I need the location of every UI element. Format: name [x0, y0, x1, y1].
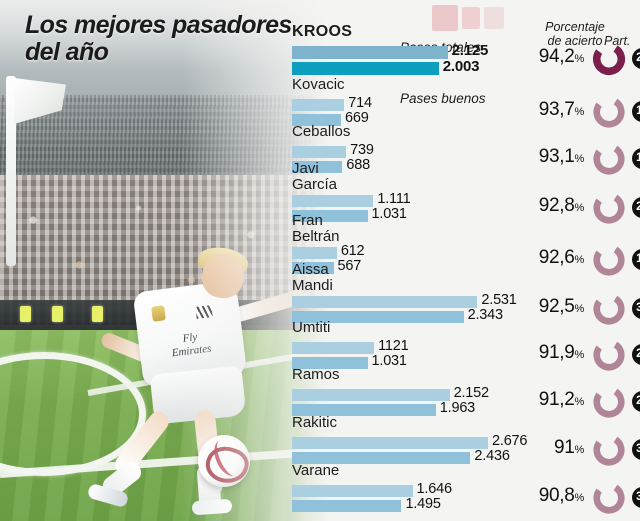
value-total-passes: 2.531	[481, 292, 517, 308]
accuracy-donut-icon	[592, 338, 626, 372]
value-total-passes: 2.125	[451, 42, 489, 59]
accuracy-value: 93,1%	[538, 146, 585, 167]
accuracy-donut-icon	[592, 142, 626, 176]
bar-good-passes	[292, 114, 341, 126]
player-name: Umtiti	[292, 319, 331, 336]
chart-panel: Pases totales Pases buenos Porcentaje de…	[286, 0, 640, 521]
participation-badge: 29	[632, 391, 640, 412]
bar-total-passes	[292, 296, 478, 308]
accuracy-donut-icon	[592, 95, 626, 129]
player-name: Ramos	[292, 366, 340, 383]
bar-good-passes	[292, 161, 343, 173]
player-name: Varane	[292, 462, 340, 479]
value-good-passes: 1.963	[439, 400, 476, 416]
value-good-passes: 688	[346, 157, 370, 173]
accuracy-donut-icon	[592, 481, 626, 515]
player-name: Fran Beltrán	[292, 212, 340, 245]
accuracy-value: 91%	[553, 437, 584, 458]
participation-badge: 26	[632, 48, 640, 69]
accuracy-value: 90,8%	[538, 485, 585, 506]
bar-good-passes	[292, 210, 368, 222]
column-header-participation: Part.	[604, 34, 631, 48]
bar-total-passes	[292, 437, 488, 449]
background-photo: FlyEmirates	[0, 0, 330, 521]
value-total-passes: 1.111	[377, 191, 411, 207]
value-total-passes: 2.152	[453, 385, 489, 401]
bar-good-passes	[292, 452, 471, 464]
bar-good-passes	[292, 311, 464, 323]
participation-badge: 17	[632, 101, 640, 122]
player-name: Rakitic	[292, 414, 338, 431]
accuracy-value: 92,6%	[538, 247, 585, 268]
photo-fade-overlay	[0, 0, 330, 521]
bar-total-passes	[292, 146, 347, 158]
bar-good-passes	[292, 404, 436, 416]
value-good-passes: 2.343	[467, 307, 503, 323]
accuracy-value: 92,5%	[538, 296, 585, 317]
watermark-block-b	[462, 7, 480, 29]
accuracy-value: 91,2%	[538, 389, 585, 410]
bar-good-passes	[292, 262, 334, 274]
column-header-accuracy: Porcentaje de acierto	[545, 20, 605, 48]
player-name: Kovacic	[292, 76, 345, 93]
value-total-passes: 739	[350, 142, 374, 158]
value-good-passes: 1.031	[371, 353, 407, 369]
accuracy-donut-icon	[592, 433, 626, 467]
page-title: Los mejores pasadores del año	[25, 11, 292, 66]
legend-good-passes: Pases buenos	[400, 91, 486, 106]
player-name: Ceballos	[292, 123, 351, 140]
value-good-passes: 1.495	[405, 496, 441, 512]
watermark-block-a	[432, 5, 458, 31]
value-total-passes: 612	[340, 243, 365, 259]
bar-good-passes	[292, 357, 368, 369]
bar-good-passes	[292, 62, 439, 75]
player-name: Aissa Mandi	[292, 261, 333, 294]
accuracy-value: 94,2%	[538, 46, 585, 67]
bar-total-passes	[292, 247, 337, 259]
watermark-block-c	[484, 7, 504, 29]
participation-badge: 20	[632, 344, 640, 365]
bar-total-passes	[292, 342, 375, 354]
accuracy-donut-icon	[592, 243, 626, 277]
participation-badge: 16	[632, 249, 640, 270]
bar-good-passes	[292, 500, 402, 512]
value-total-passes: 1.646	[416, 481, 452, 497]
accuracy-donut-icon	[592, 385, 626, 419]
value-good-passes: 567	[337, 258, 362, 274]
publisher-watermark	[432, 5, 504, 31]
accuracy-value: 92,8%	[538, 195, 585, 216]
accuracy-donut-icon	[592, 42, 626, 76]
bar-total-passes	[292, 389, 450, 401]
accuracy-value: 93,7%	[538, 99, 585, 120]
player-name: KROOS	[292, 23, 353, 40]
value-good-passes: 2.003	[442, 58, 480, 75]
value-total-passes: 1121	[378, 338, 409, 354]
bar-total-passes	[292, 485, 413, 497]
value-good-passes: 669	[345, 110, 369, 126]
value-total-passes: 714	[348, 95, 372, 111]
participation-badge: 24	[632, 197, 640, 218]
accuracy-donut-icon	[592, 292, 626, 326]
accuracy-value: 91,9%	[538, 342, 585, 363]
bar-total-passes	[292, 99, 345, 111]
player-name: Javi García	[292, 160, 338, 193]
bar-total-passes	[292, 46, 448, 59]
value-good-passes: 2.436	[474, 448, 510, 464]
participation-badge: 30	[632, 487, 640, 508]
value-good-passes: 1.031	[371, 206, 407, 222]
participation-badge: 36	[632, 298, 640, 319]
accuracy-donut-icon	[592, 191, 626, 225]
bar-total-passes	[292, 195, 374, 207]
participation-badge: 19	[632, 148, 640, 169]
participation-badge: 34	[632, 439, 640, 460]
value-total-passes: 2.676	[492, 433, 528, 449]
